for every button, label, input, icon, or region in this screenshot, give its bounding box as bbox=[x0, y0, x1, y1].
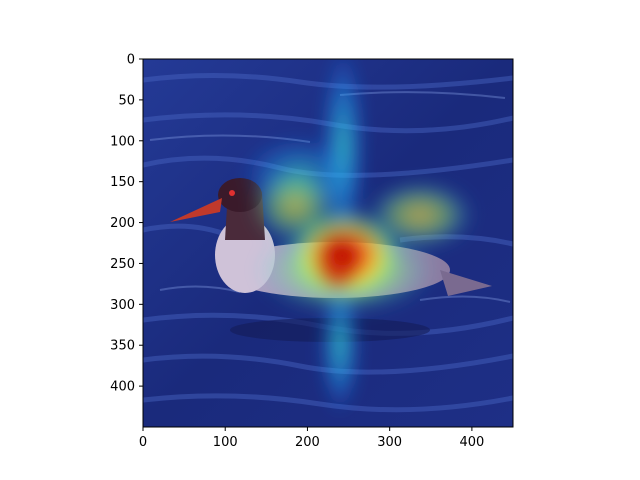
y-tick-label: 300 bbox=[110, 298, 135, 313]
heatmap-image bbox=[143, 59, 513, 427]
duck-eye bbox=[229, 190, 235, 196]
y-tick-label: 50 bbox=[118, 93, 135, 108]
axes-frame bbox=[142, 58, 514, 428]
x-tick-label: 100 bbox=[213, 435, 238, 450]
x-tick-label: 0 bbox=[139, 435, 147, 450]
y-tick-label: 150 bbox=[110, 175, 135, 190]
y-axis: 0 50 100 150 200 250 300 350 400 bbox=[110, 53, 143, 395]
x-tick-label: 200 bbox=[295, 435, 320, 450]
x-tick-label: 300 bbox=[377, 435, 402, 450]
x-axis: 0 100 200 300 400 bbox=[139, 427, 484, 450]
y-tick-label: 0 bbox=[127, 53, 135, 68]
y-tick-label: 100 bbox=[110, 134, 135, 149]
duck-bill bbox=[170, 198, 222, 222]
y-tick-label: 200 bbox=[110, 216, 135, 231]
y-tick-label: 400 bbox=[110, 380, 135, 395]
y-tick-label: 350 bbox=[110, 339, 135, 354]
y-tick-label: 250 bbox=[110, 257, 135, 272]
heatmap-overlay bbox=[240, 59, 475, 415]
duck-tail bbox=[440, 270, 492, 296]
x-tick-label: 400 bbox=[459, 435, 484, 450]
